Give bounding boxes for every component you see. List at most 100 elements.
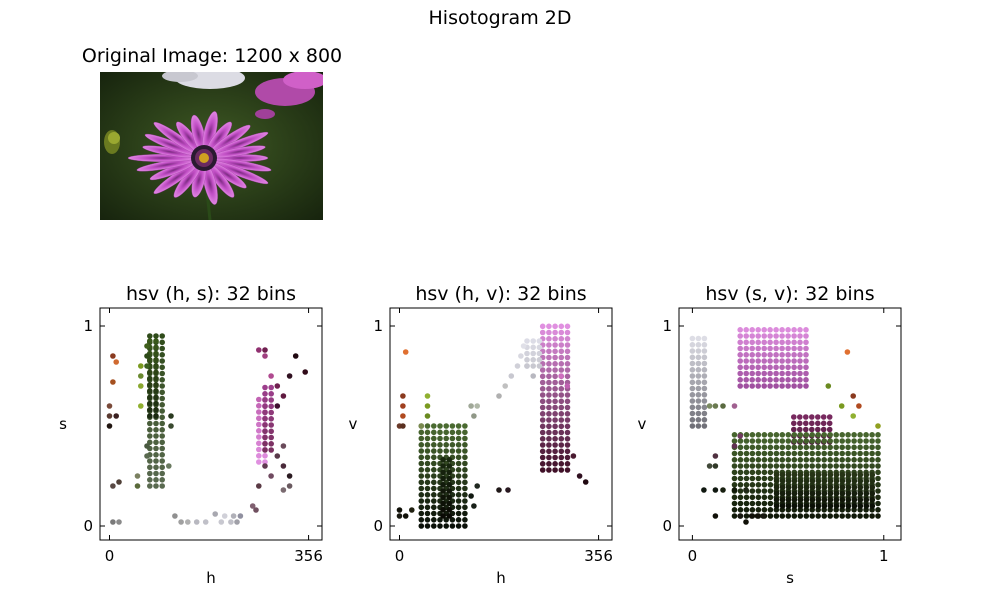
data-point [845, 450, 851, 457]
plot-frame [678, 307, 902, 541]
data-point [839, 432, 845, 438]
data-point [558, 392, 565, 398]
data-point [767, 513, 774, 519]
data-point [431, 479, 437, 486]
data-point [462, 448, 468, 454]
data-point [731, 482, 738, 488]
data-point [779, 327, 785, 333]
data-point [462, 479, 468, 486]
data-point [536, 357, 543, 363]
data-point [280, 443, 287, 449]
data-point [839, 438, 845, 444]
data-point [539, 323, 546, 330]
data-point [761, 488, 768, 494]
data-point [255, 453, 262, 459]
data-point [695, 335, 702, 342]
data-point [153, 483, 159, 489]
data-point [743, 352, 749, 358]
data-point [437, 448, 443, 454]
data-point [153, 477, 159, 483]
data-point [791, 444, 798, 451]
data-point [875, 423, 881, 429]
data-point [431, 492, 437, 498]
data-point [779, 377, 785, 383]
data-point [825, 383, 832, 389]
data-point [471, 413, 477, 419]
data-point [875, 432, 881, 438]
x-tick-label: 1 [879, 547, 889, 565]
data-point [539, 386, 546, 392]
data-point [773, 339, 779, 346]
data-point [755, 358, 761, 364]
data-point [743, 487, 749, 493]
data-point [558, 429, 565, 436]
data-point [827, 432, 833, 438]
data-point [851, 513, 857, 519]
data-point [701, 487, 707, 493]
data-point [779, 339, 785, 346]
data-point [689, 354, 696, 361]
y-axis-label: v [638, 415, 647, 433]
data-point [552, 436, 558, 442]
data-point [552, 379, 558, 386]
data-point [755, 339, 761, 346]
data-point [803, 490, 810, 497]
data-point [869, 484, 876, 491]
x-tick-label: 356 [294, 547, 323, 565]
data-point [809, 503, 816, 509]
data-point [440, 500, 446, 507]
data-point [755, 494, 762, 501]
data-point [749, 494, 756, 501]
data-point [689, 373, 696, 379]
data-point [773, 327, 779, 333]
data-point [159, 408, 165, 414]
data-point [153, 350, 159, 357]
data-point [159, 483, 165, 489]
data-point [743, 327, 749, 333]
data-point [743, 444, 750, 451]
data-point [863, 450, 869, 457]
data-point [689, 335, 696, 342]
data-point [785, 457, 792, 463]
data-point [773, 457, 780, 463]
data-point [508, 373, 515, 379]
data-point [773, 370, 779, 377]
data-point [262, 347, 268, 353]
data-point [695, 354, 702, 361]
data-point [166, 463, 172, 469]
data-point [153, 420, 159, 427]
data-point [749, 377, 755, 383]
data-point [869, 457, 875, 463]
data-point [797, 484, 804, 491]
data-point [767, 463, 774, 469]
data-point [546, 429, 552, 436]
data-point [418, 454, 425, 461]
data-point [737, 364, 743, 371]
data-point [761, 500, 768, 507]
data-point [797, 352, 803, 358]
data-point [689, 404, 696, 411]
data-point [767, 507, 774, 513]
data-point [539, 436, 546, 442]
data-point [779, 364, 785, 371]
data-point [839, 444, 845, 451]
data-point [402, 349, 409, 355]
data-point [530, 344, 536, 351]
data-point [147, 369, 153, 376]
data-point [455, 454, 462, 461]
data-point [761, 494, 768, 501]
data-point [821, 463, 827, 469]
data-point [779, 463, 786, 469]
data-point [443, 523, 450, 529]
data-point [731, 450, 738, 457]
data-point [268, 397, 275, 403]
data-point [797, 444, 804, 451]
data-point [564, 442, 571, 448]
data-point [833, 432, 839, 438]
data-point [564, 436, 571, 442]
data-point [552, 336, 558, 342]
data-point [797, 333, 803, 339]
data-point [851, 432, 857, 438]
data-point [773, 444, 780, 451]
x-tick-label: 0 [105, 547, 115, 565]
